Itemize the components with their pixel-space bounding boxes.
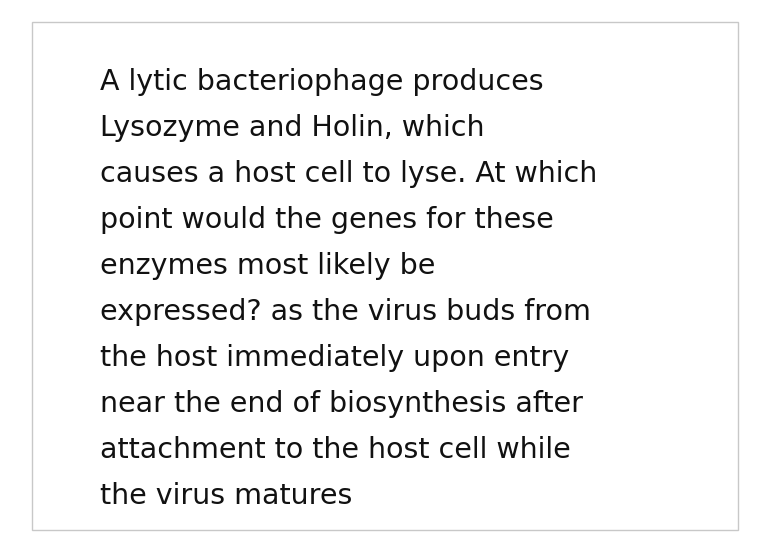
Text: near the end of biosynthesis after: near the end of biosynthesis after [100,390,583,418]
Text: A lytic bacteriophage produces: A lytic bacteriophage produces [100,68,544,96]
Text: Lysozyme and Holin, which: Lysozyme and Holin, which [100,114,484,142]
Text: attachment to the host cell while: attachment to the host cell while [100,436,571,464]
Text: point would the genes for these: point would the genes for these [100,206,554,234]
Text: causes a host cell to lyse. At which: causes a host cell to lyse. At which [100,160,598,188]
Text: the virus matures: the virus matures [100,482,353,510]
Text: enzymes most likely be: enzymes most likely be [100,252,435,280]
Text: the host immediately upon entry: the host immediately upon entry [100,344,569,372]
Text: expressed? as the virus buds from: expressed? as the virus buds from [100,298,591,326]
